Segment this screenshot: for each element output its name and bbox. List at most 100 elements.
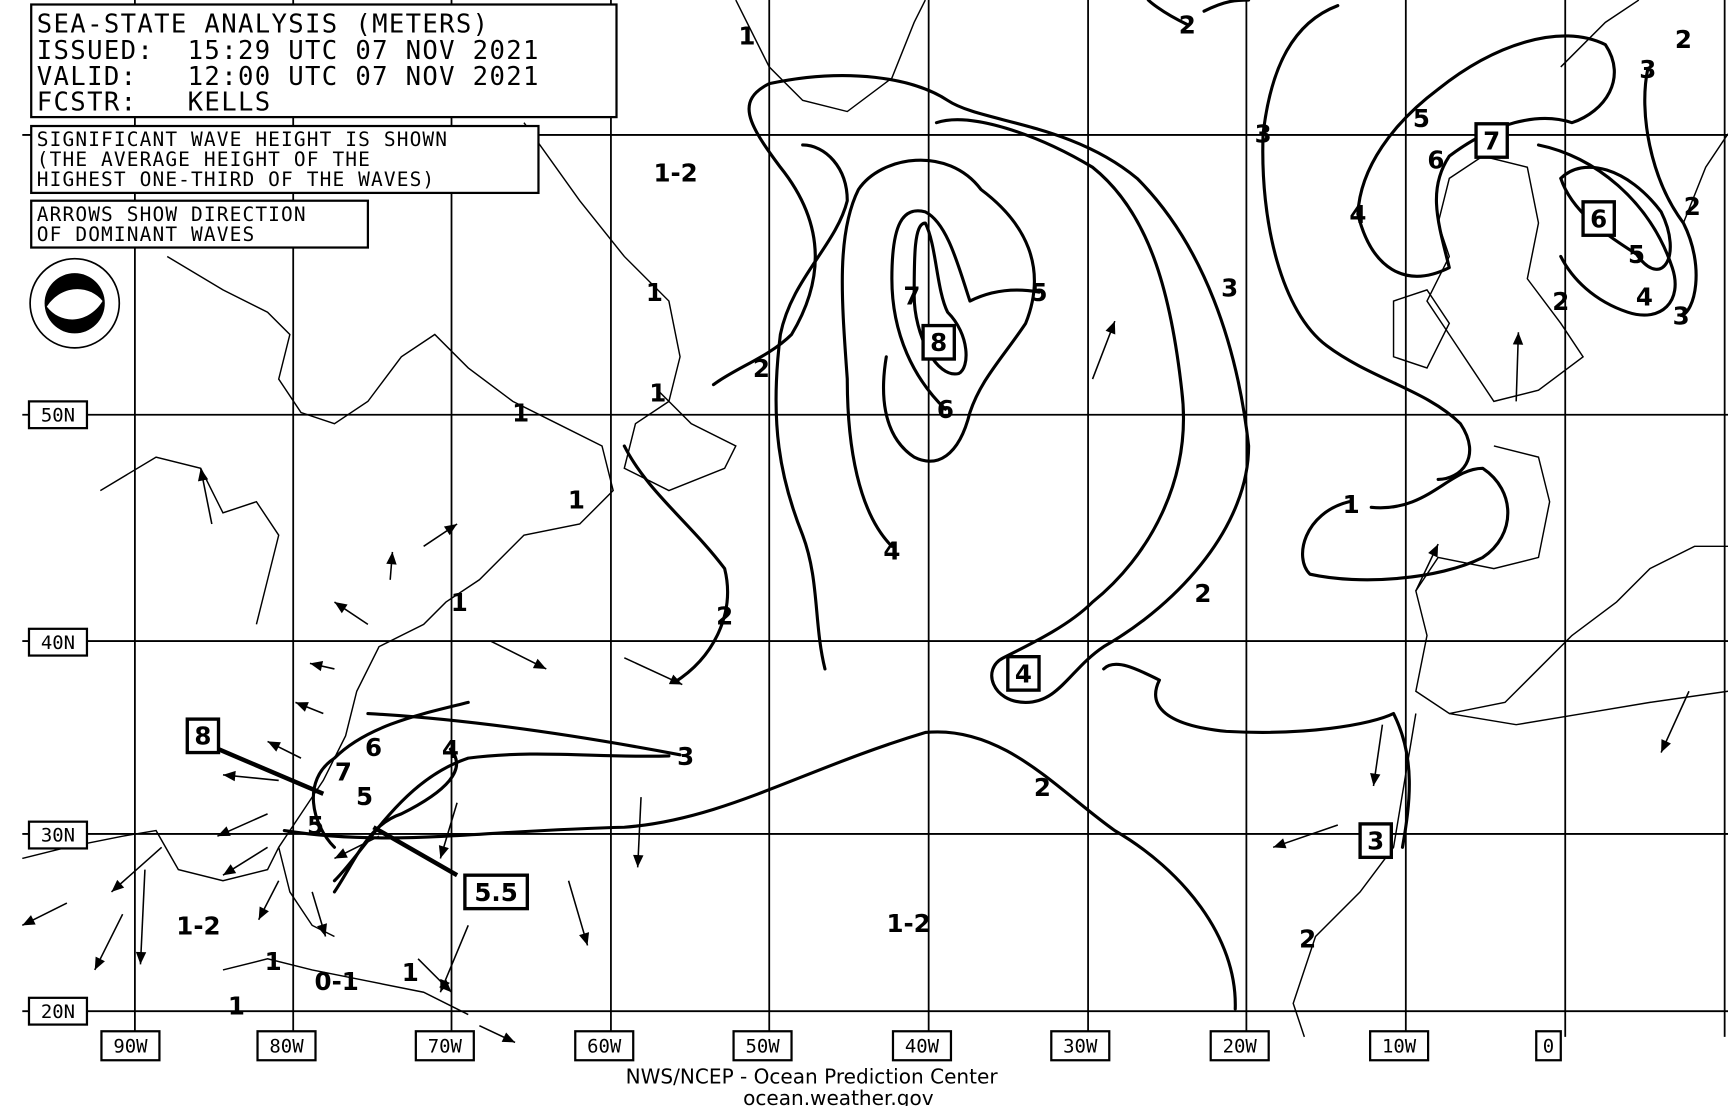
wave-direction-arrow: [1370, 724, 1384, 787]
chart-title: SEA-STATE ANALYSIS (METERS): [37, 9, 490, 39]
footer-agency: NWS/NCEP - Ocean Prediction Center: [626, 1065, 999, 1089]
contour-label: 7: [335, 757, 352, 786]
wave-height-note: SIGNIFICANT WAVE HEIGHT IS SHOWN (THE AV…: [30, 124, 540, 195]
latitude-label-text: 20N: [41, 1001, 75, 1023]
max-wave-pointer: [217, 747, 325, 796]
contour-label: 2: [1684, 192, 1701, 221]
wave-direction-arrow: [479, 1024, 516, 1044]
contour-label: 3: [1673, 301, 1690, 330]
contour-label: 3: [677, 742, 694, 771]
longitude-label: 10W: [1369, 1030, 1430, 1062]
contour-label: 6: [937, 395, 954, 424]
longitude-label-text: 70W: [428, 1035, 463, 1057]
max-wave-pointer: [372, 825, 459, 878]
wave-direction-arrow: [309, 661, 335, 672]
contour-label: 5: [1413, 104, 1430, 133]
contour-label: 6: [365, 733, 382, 762]
longitude-label-text: 10W: [1382, 1035, 1417, 1057]
max-wave-height-box: 5.5: [463, 873, 529, 911]
max-wave-height-value: 6: [1590, 204, 1607, 233]
max-wave-height-box: 6: [1581, 200, 1616, 237]
wave-height-contours: [282, 0, 1698, 1011]
longitude-label-text: 50W: [745, 1035, 780, 1057]
contour-label: 1: [738, 22, 755, 51]
contour-label: 4: [442, 735, 459, 764]
region-label: 1-2: [886, 909, 930, 938]
footer-url: ocean.weather.gov: [743, 1086, 934, 1106]
longitude-label: 80W: [256, 1030, 317, 1062]
header-box: SEA-STATE ANALYSIS (METERS) ISSUED: 15:2…: [30, 3, 618, 119]
contour-label: 2: [716, 601, 733, 630]
wave-direction-arrow: [311, 891, 327, 937]
contour-label: 2: [1552, 287, 1569, 316]
valid-time: VALID: 12:00 UTC 07 NOV 2021: [37, 62, 540, 92]
note-line: ARROWS SHOW DIRECTION: [37, 203, 307, 226]
max-wave-height-box: 4: [1006, 655, 1041, 692]
longitude-label-text: 80W: [269, 1035, 304, 1057]
note-line: (THE AVERAGE HEIGHT OF THE: [37, 148, 371, 171]
contour-label: 2: [1034, 773, 1051, 802]
contour-label: 2: [1179, 10, 1196, 39]
longitude-label-text: 30W: [1063, 1035, 1098, 1057]
contour-label: 4: [883, 537, 900, 566]
map-labels: 50N 40N 30N 20N 90W 80W 70W 60W 50W 40W 30W 20W 10W 0…: [27, 10, 1701, 1062]
wave-direction-arrow: [1091, 320, 1116, 380]
wave-direction-arrow: [334, 835, 380, 860]
contour-label: 5: [1628, 240, 1645, 269]
contour-label: 1: [451, 588, 468, 617]
longitude-label-text: 0: [1543, 1035, 1554, 1057]
note-line: OF DOMINANT WAVES: [37, 223, 256, 246]
wave-direction-arrow: [386, 551, 397, 580]
wave-direction-arrow: [217, 813, 268, 837]
contour-label: 2: [1299, 925, 1316, 954]
contour-label: 5: [356, 782, 373, 811]
max-wave-height-value: 4: [1015, 659, 1032, 688]
contour-label: 3: [1255, 120, 1272, 149]
contour-label: 1: [228, 992, 245, 1021]
latitude-label-text: 30N: [41, 825, 75, 847]
max-wave-height-value: 8: [930, 328, 947, 357]
latitude-label: 20N: [27, 996, 89, 1026]
wave-direction-arrow: [1272, 824, 1339, 849]
wave-direction-arrow: [633, 797, 644, 868]
contour-label: 1: [646, 278, 663, 307]
contour-label: 5: [307, 811, 324, 840]
region-label: 0-1: [315, 967, 359, 996]
wave-direction-arrow: [334, 601, 369, 625]
contour-label: 6: [1427, 145, 1444, 174]
contour-label: 1: [649, 378, 666, 407]
longitude-label: 30W: [1050, 1030, 1111, 1062]
contour-label: 2: [1194, 579, 1211, 608]
contour-label: 2: [753, 354, 770, 383]
max-wave-height-value: 5.5: [474, 878, 517, 907]
wave-direction-arrow: [567, 880, 590, 946]
latitude-label: 40N: [27, 627, 89, 657]
latitude-label: 50N: [27, 400, 89, 430]
wave-direction-arrow: [257, 880, 280, 921]
longitude-label-text: 90W: [113, 1035, 148, 1057]
max-wave-height-box: 3: [1358, 822, 1393, 860]
longitude-label: 40W: [891, 1030, 953, 1062]
contour-label: 1: [402, 958, 419, 987]
wave-direction-arrow: [222, 770, 279, 782]
wave-direction-arrow: [295, 701, 324, 715]
wave-direction-arrow: [438, 802, 458, 859]
contour-label: 1: [512, 398, 529, 427]
max-wave-height-box: 8: [921, 323, 956, 361]
wave-direction-arrow: [439, 925, 469, 993]
latitude-label-text: 50N: [41, 404, 75, 426]
wave-direction-arrow: [1512, 332, 1524, 402]
max-wave-height-value: 8: [194, 722, 211, 751]
max-wave-height-value: 3: [1367, 827, 1384, 856]
max-wave-height-value: 7: [1483, 126, 1500, 155]
wave-direction-arrow: [110, 846, 163, 893]
contour-label: 4: [1349, 200, 1366, 229]
longitude-label: 0: [1535, 1030, 1562, 1062]
issued-time: ISSUED: 15:29 UTC 07 NOV 2021: [37, 36, 540, 66]
wave-direction-arrow: [1660, 690, 1690, 753]
wave-direction-arrow: [94, 913, 124, 971]
wave-direction-arrow: [21, 902, 68, 927]
longitude-label: 90W: [100, 1030, 161, 1062]
noaa-logo: [29, 257, 121, 349]
